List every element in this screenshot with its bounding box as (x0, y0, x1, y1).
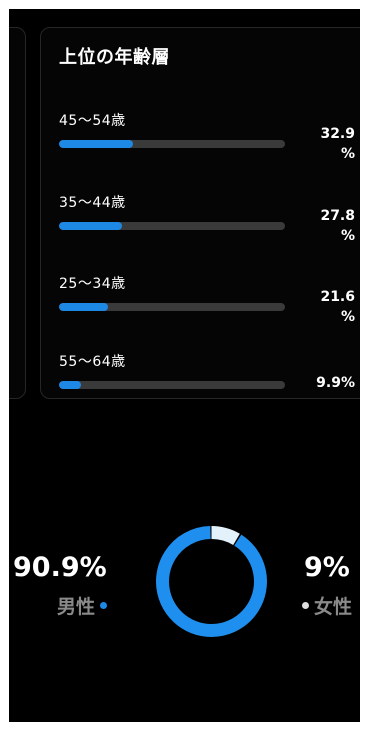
age-range-label: 35～44歳 (59, 195, 126, 211)
age-percentage: 21.6 % (320, 289, 355, 325)
age-row: 25～34歳 21.6 % (59, 273, 359, 343)
progress-track (59, 303, 285, 311)
gender-donut-chart (156, 526, 267, 637)
donut-segment-male (156, 526, 267, 637)
progress-track (59, 222, 285, 230)
age-row: 35～44歳 27.8 % (59, 192, 359, 262)
female-legend: 女性 (302, 592, 352, 619)
female-percentage: 9% (304, 552, 350, 583)
age-range-label: 45～54歳 (59, 113, 126, 129)
male-legend: 男性 (57, 592, 108, 619)
progress-fill (59, 222, 122, 230)
previous-card-edge[interactable] (9, 27, 26, 399)
female-dot-icon (302, 602, 309, 609)
male-label: 男性 (57, 596, 96, 618)
progress-fill (59, 140, 134, 148)
age-percentage: 9.9% (316, 375, 355, 391)
progress-fill (59, 303, 108, 311)
age-row: 45～54歳 32.9 % (59, 110, 359, 180)
progress-track (59, 381, 285, 389)
progress-track (59, 140, 285, 148)
age-percentage: 27.8 % (320, 208, 355, 244)
male-dot-icon (100, 602, 108, 609)
donut-segment-female (156, 526, 267, 637)
card-title: 上位の年齢層 (59, 47, 170, 68)
female-label: 女性 (314, 596, 353, 618)
age-row: 55～64歳 9.9% (59, 351, 359, 421)
progress-fill (59, 381, 82, 389)
top-age-card: 上位の年齢層 45～54歳 32.9 % 35～44歳 27.8 % 25～34… (40, 27, 360, 399)
male-percentage: 90.9% (13, 552, 107, 583)
screen: 上位の年齢層 45～54歳 32.9 % 35～44歳 27.8 % 25～34… (9, 9, 360, 722)
age-percentage: 32.9 % (320, 126, 355, 162)
age-range-label: 55～64歳 (59, 354, 126, 370)
age-range-label: 25～34歳 (59, 276, 126, 292)
